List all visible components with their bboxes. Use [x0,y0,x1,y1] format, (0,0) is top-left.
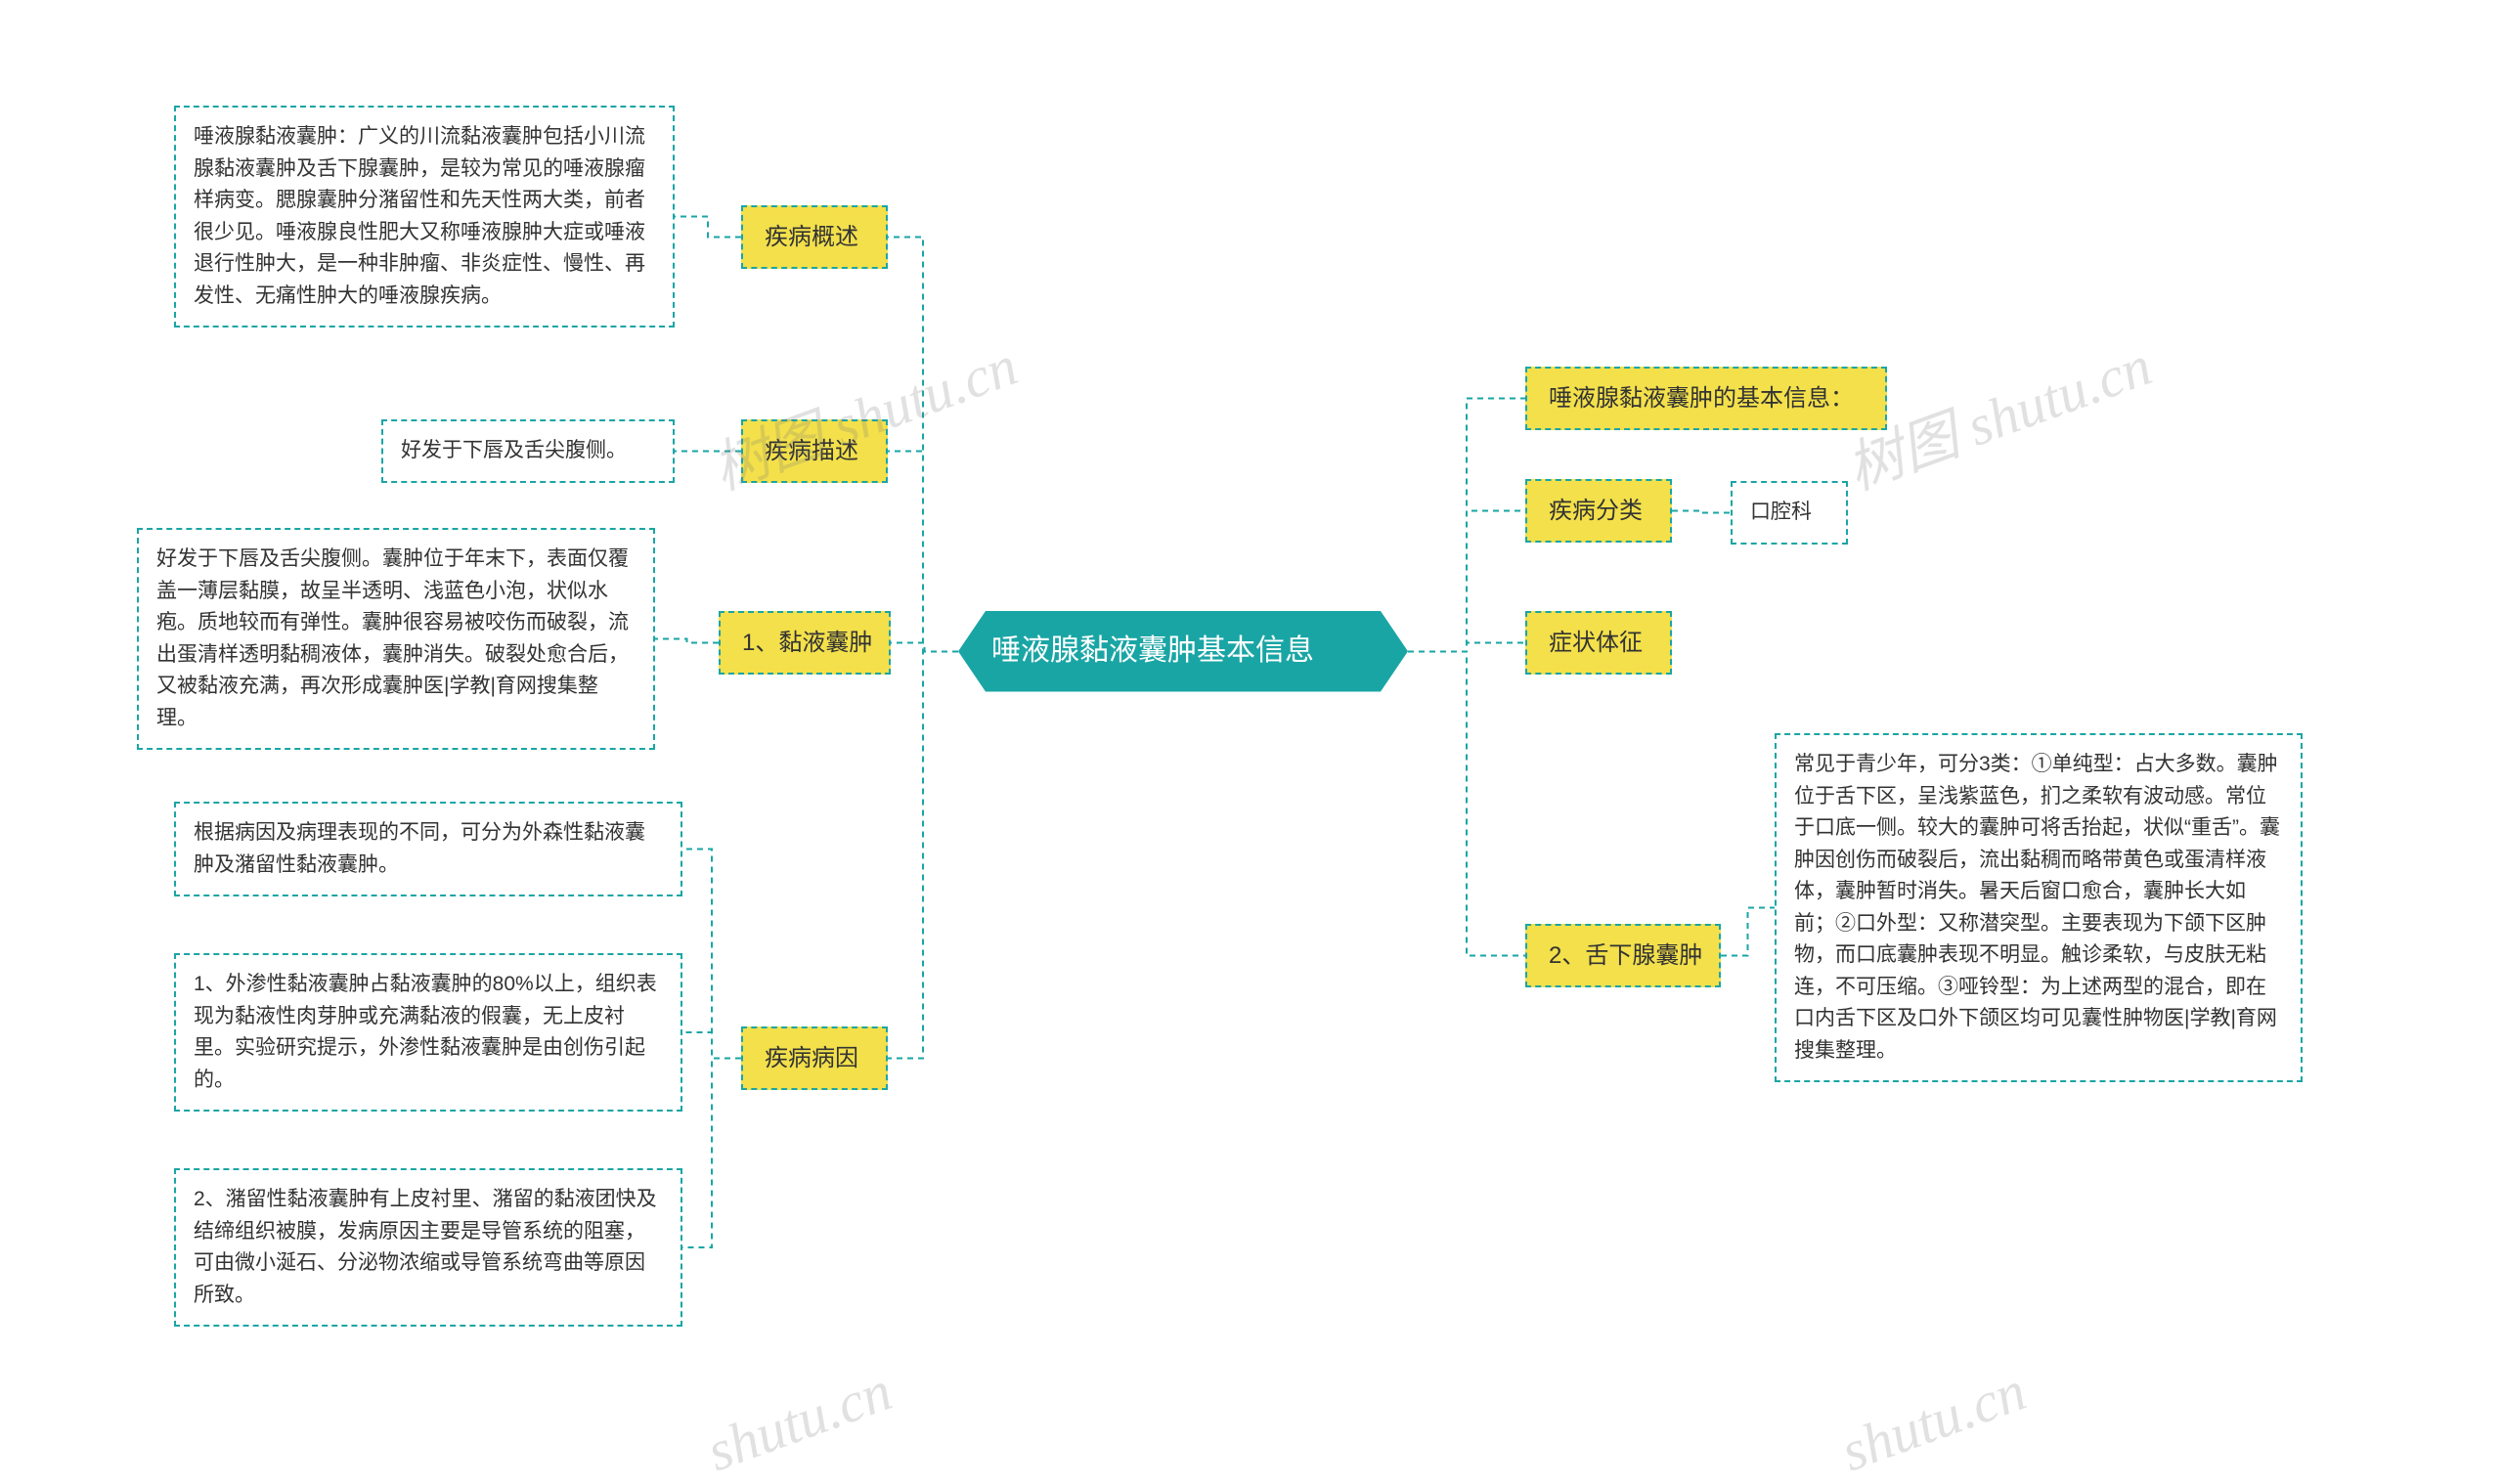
leaf-text: 2、潴留性黏液囊肿有上皮衬里、潴留的黏液团快及结缔组织被膜，发病原因主要是导管系… [194,1188,657,1306]
watermark: shutu.cn [1832,1358,2034,1484]
branch-basic-info: 唾液腺黏液囊肿的基本信息： [1525,367,1887,430]
branch-label: 疾病病因 [765,1045,858,1071]
branch-label: 疾病分类 [1549,498,1643,524]
branch-cause: 疾病病因 [741,1026,888,1090]
leaf-text: 根据病因及病理表现的不同，可分为外森性黏液囊肿及潴留性黏液囊肿。 [194,821,645,876]
branch-label: 唾液腺黏液囊肿的基本信息： [1549,385,1854,412]
branch-classification: 疾病分类 [1525,479,1672,543]
leaf-mucocele-text: 好发于下唇及舌尖腹侧。囊肿位于年末下，表面仅覆盖一薄层黏膜，故呈半透明、浅蓝色小… [137,528,655,750]
mindmap-canvas: 唾液腺黏液囊肿基本信息 疾病概述 唾液腺黏液囊肿：广义的川流黏液囊肿包括小川流腺… [0,0,2503,1470]
branch-label: 1、黏液囊肿 [742,630,872,656]
root-node: 唾液腺黏液囊肿基本信息 [958,611,1408,692]
branch-mucocele: 1、黏液囊肿 [719,611,891,675]
leaf-text: 1、外渗性黏液囊肿占黏液囊肿的80%以上，组织表现为黏液性肉芽肿或充满黏液的假囊… [194,973,657,1091]
leaf-cause-2: 2、潴留性黏液囊肿有上皮衬里、潴留的黏液团快及结缔组织被膜，发病原因主要是导管系… [174,1168,682,1327]
branch-label: 2、舌下腺囊肿 [1549,942,1702,969]
leaf-overview-text: 唾液腺黏液囊肿：广义的川流黏液囊肿包括小川流腺黏液囊肿及舌下腺囊肿，是较为常见的… [174,106,675,327]
leaf-text: 好发于下唇及舌尖腹侧。囊肿位于年末下，表面仅覆盖一薄层黏膜，故呈半透明、浅蓝色小… [156,547,629,729]
branch-label: 疾病描述 [765,438,858,464]
leaf-text: 口腔科 [1750,501,1812,523]
branch-symptoms: 症状体征 [1525,611,1672,675]
leaf-text: 唾液腺黏液囊肿：广义的川流黏液囊肿包括小川流腺黏液囊肿及舌下腺囊肿，是较为常见的… [194,125,645,307]
branch-label: 症状体征 [1549,630,1643,656]
branch-overview: 疾病概述 [741,205,888,269]
branch-label: 疾病概述 [765,224,858,250]
watermark: shutu.cn [698,1358,900,1484]
branch-description: 疾病描述 [741,419,888,483]
leaf-text: 常见于青少年，可分3类：①单纯型：占大多数。囊肿位于舌下区，呈浅紫蓝色，扪之柔软… [1794,753,2280,1062]
leaf-sublingual-cyst-text: 常见于青少年，可分3类：①单纯型：占大多数。囊肿位于舌下区，呈浅紫蓝色，扪之柔软… [1775,733,2303,1082]
branch-sublingual-cyst: 2、舌下腺囊肿 [1525,924,1721,987]
leaf-text: 好发于下唇及舌尖腹侧。 [401,439,627,461]
leaf-cause-0: 根据病因及病理表现的不同，可分为外森性黏液囊肿及潴留性黏液囊肿。 [174,802,682,896]
leaf-classification: 口腔科 [1731,481,1848,545]
root-label: 唾液腺黏液囊肿基本信息 [991,634,1314,667]
leaf-cause-1: 1、外渗性黏液囊肿占黏液囊肿的80%以上，组织表现为黏液性肉芽肿或充满黏液的假囊… [174,953,682,1112]
leaf-description-text: 好发于下唇及舌尖腹侧。 [381,419,675,483]
